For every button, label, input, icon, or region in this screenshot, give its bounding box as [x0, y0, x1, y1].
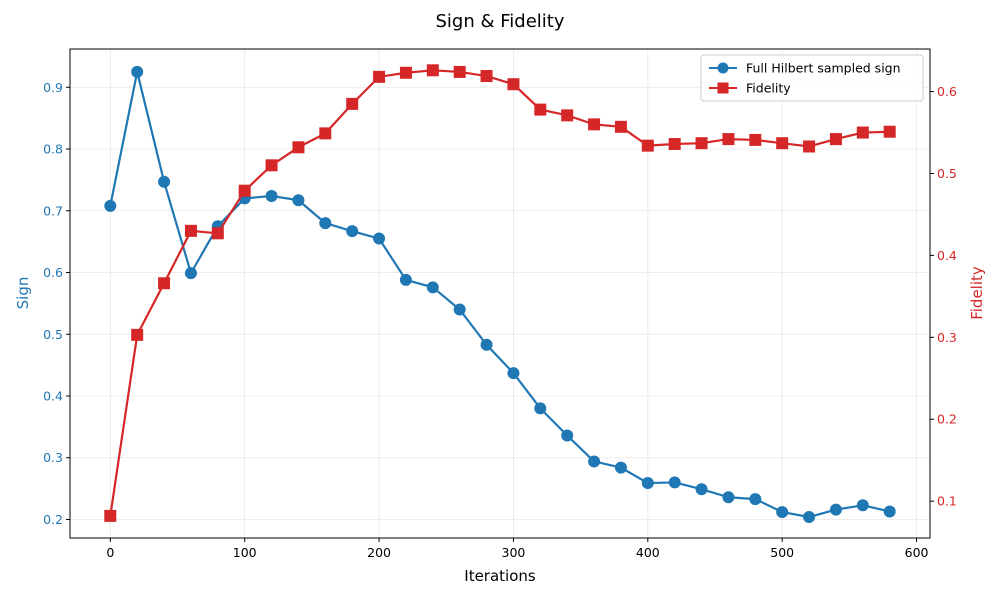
legend-marker-fidelity: [717, 82, 729, 94]
data-point-fidelity: [426, 64, 439, 77]
data-point-sign: [668, 476, 681, 489]
data-point-fidelity: [776, 137, 789, 150]
y-axis-left-label: Sign: [14, 277, 32, 310]
x-tick-label: 0: [106, 545, 114, 560]
data-point-fidelity: [856, 126, 869, 139]
legend: Full Hilbert sampled sign Fidelity: [700, 54, 924, 102]
y-left-tick-label: 0.7: [43, 203, 63, 218]
data-point-sign: [534, 402, 547, 415]
data-point-fidelity: [319, 127, 332, 140]
data-point-sign: [803, 511, 816, 524]
data-point-sign: [507, 367, 520, 380]
legend-box: [700, 54, 924, 102]
legend-marker-sign: [717, 62, 729, 74]
data-point-sign: [561, 429, 574, 442]
y-right-tick-label: 0.1: [937, 494, 957, 509]
data-point-sign: [184, 267, 197, 280]
data-point-fidelity: [480, 70, 493, 83]
plot-frame: [69, 48, 931, 539]
data-point-sign: [426, 281, 439, 294]
data-point-sign: [373, 232, 386, 245]
data-point-fidelity: [131, 328, 144, 341]
data-point-sign: [265, 189, 278, 202]
y-left-tick-label: 0.2: [43, 512, 63, 527]
data-point-fidelity: [534, 103, 547, 116]
data-point-fidelity: [668, 138, 681, 151]
y-axis-right: 0.1 0.2 0.3 0.4 0.5 0.6: [930, 84, 957, 509]
legend-label-sign: Full Hilbert sampled sign: [746, 61, 901, 76]
data-point-sign: [749, 493, 762, 506]
data-point-fidelity: [238, 184, 251, 197]
data-point-fidelity: [399, 66, 412, 79]
data-point-sign: [641, 477, 654, 490]
data-point-fidelity: [346, 97, 359, 110]
data-point-fidelity: [561, 109, 574, 122]
data-point-fidelity: [292, 141, 305, 154]
data-point-fidelity: [453, 65, 466, 78]
data-point-fidelity: [803, 140, 816, 153]
data-point-fidelity: [104, 509, 117, 522]
data-point-fidelity: [749, 133, 762, 146]
y-right-tick-label: 0.6: [937, 84, 957, 99]
y-left-tick-label: 0.8: [43, 142, 63, 157]
data-point-fidelity: [373, 70, 386, 83]
y-right-tick-label: 0.2: [937, 412, 957, 427]
data-point-sign: [158, 175, 171, 188]
x-tick-label: 100: [233, 545, 257, 560]
data-point-fidelity: [588, 118, 601, 131]
series-layer: [104, 64, 896, 524]
data-point-fidelity: [158, 277, 171, 290]
data-point-sign: [480, 338, 493, 351]
x-tick-label: 500: [770, 545, 794, 560]
x-tick-label: 300: [502, 545, 526, 560]
data-point-fidelity: [641, 139, 654, 152]
data-point-sign: [131, 65, 144, 78]
data-point-fidelity: [265, 159, 278, 172]
data-point-sign: [829, 503, 842, 516]
x-axis: 0 100 200 300 400 500 600: [106, 538, 929, 560]
data-point-sign: [453, 303, 466, 316]
data-point-sign: [292, 194, 305, 207]
x-tick-label: 200: [367, 545, 391, 560]
y-left-tick-label: 0.5: [43, 327, 63, 342]
data-point-fidelity: [829, 133, 842, 146]
x-tick-label: 600: [905, 545, 929, 560]
y-left-tick-label: 0.9: [43, 80, 63, 95]
data-point-sign: [346, 225, 359, 238]
legend-label-fidelity: Fidelity: [746, 81, 791, 96]
data-point-sign: [614, 461, 627, 474]
x-tick-label: 400: [636, 545, 660, 560]
y-right-tick-label: 0.3: [937, 330, 957, 345]
data-point-sign: [776, 506, 789, 519]
data-point-fidelity: [507, 78, 520, 91]
data-point-fidelity: [883, 125, 896, 138]
x-axis-label: Iterations: [464, 567, 536, 585]
data-point-fidelity: [722, 133, 735, 146]
data-point-sign: [104, 199, 117, 212]
data-point-sign: [399, 273, 412, 286]
data-point-sign: [722, 491, 735, 504]
data-point-fidelity: [211, 227, 224, 240]
data-point-sign: [856, 499, 869, 512]
y-axis-right-label: Fidelity: [968, 266, 986, 320]
chart-title: Sign & Fidelity: [436, 11, 565, 32]
y-right-tick-label: 0.4: [937, 248, 957, 263]
data-point-sign: [588, 455, 601, 468]
y-left-tick-label: 0.3: [43, 450, 63, 465]
data-point-sign: [883, 505, 896, 518]
y-left-tick-label: 0.4: [43, 388, 63, 403]
data-point-fidelity: [614, 120, 627, 133]
y-left-tick-label: 0.6: [43, 265, 63, 280]
data-point-fidelity: [184, 224, 197, 237]
data-point-sign: [319, 217, 332, 230]
y-right-tick-label: 0.5: [937, 166, 957, 181]
grid: [70, 49, 930, 538]
data-point-fidelity: [695, 137, 708, 150]
data-point-sign: [695, 483, 708, 496]
y-axis-left: 0.2 0.3 0.4 0.5 0.6 0.7 0.8 0.9: [43, 80, 70, 527]
